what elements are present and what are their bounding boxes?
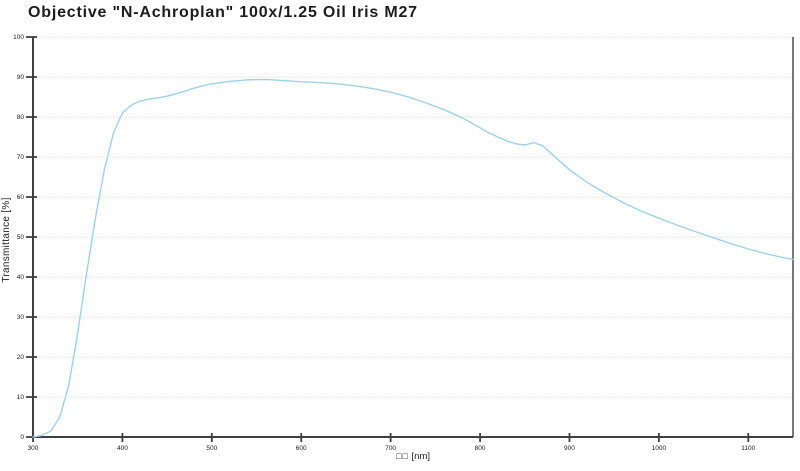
svg-text:500: 500 xyxy=(206,445,217,452)
svg-text:50: 50 xyxy=(17,234,25,241)
svg-text:70: 70 xyxy=(17,154,25,161)
chart-title: Objective "N-Achroplan" 100x/1.25 Oil Ir… xyxy=(28,4,418,21)
svg-text:30: 30 xyxy=(17,314,25,321)
svg-text:40: 40 xyxy=(17,274,25,281)
transmittance-curve xyxy=(32,78,794,438)
svg-text:400: 400 xyxy=(117,445,128,452)
tick-marks xyxy=(26,36,750,442)
svg-text:20: 20 xyxy=(17,354,25,361)
svg-text:80: 80 xyxy=(17,114,25,121)
missing-glyph-boxes: □□ xyxy=(396,451,409,461)
svg-text:800: 800 xyxy=(475,445,486,452)
svg-text:10: 10 xyxy=(17,394,25,401)
axes xyxy=(32,37,794,438)
svg-text:600: 600 xyxy=(296,445,307,452)
svg-text:90: 90 xyxy=(17,74,25,81)
svg-text:300: 300 xyxy=(28,445,39,452)
svg-text:0: 0 xyxy=(20,434,24,441)
y-axis-label: Transmittance [%] xyxy=(1,197,12,282)
svg-text:1100: 1100 xyxy=(741,445,755,452)
x-axis-label: □□ [nm] xyxy=(0,451,800,462)
gridlines xyxy=(33,36,793,398)
svg-text:100: 100 xyxy=(13,34,24,41)
x-axis-unit: [nm] xyxy=(411,451,430,462)
svg-text:60: 60 xyxy=(17,194,25,201)
tick-labels: 0 10 20 30 40 50 60 70 80 90 100 300 400 500 600 700 800… xyxy=(13,34,756,452)
svg-text:1000: 1000 xyxy=(652,445,667,452)
svg-text:700: 700 xyxy=(385,445,396,452)
svg-text:900: 900 xyxy=(564,445,575,452)
